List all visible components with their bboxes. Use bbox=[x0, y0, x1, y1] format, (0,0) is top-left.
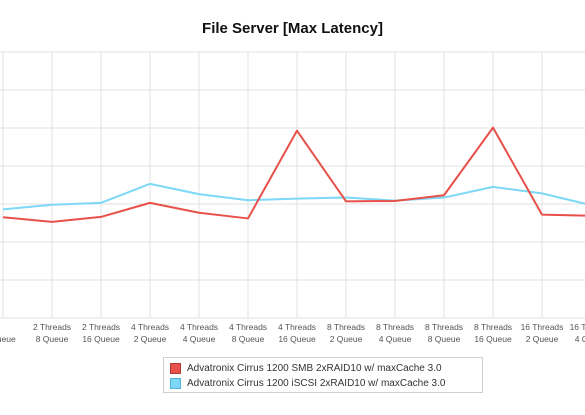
x-tick-label-line1: 8 Threads bbox=[474, 322, 512, 332]
chart-title: File Server [Max Latency] bbox=[202, 20, 383, 37]
legend: Advatronix Cirrus 1200 SMB 2xRAID10 w/ m… bbox=[163, 357, 483, 393]
x-tick-label-line1: 16 Threads bbox=[521, 322, 564, 332]
legend-label-smb: Advatronix Cirrus 1200 SMB 2xRAID10 w/ m… bbox=[187, 363, 442, 374]
x-tick-label-line2: 16 Queue bbox=[278, 334, 316, 344]
x-tick-label-line1: 2 Threads bbox=[33, 322, 71, 332]
x-tick-label-line2: 16 Queue bbox=[82, 334, 120, 344]
x-tick-label-line1: 8 Threads bbox=[327, 322, 365, 332]
x-tick-label-line2: 4 Queue bbox=[183, 334, 216, 344]
x-tick-label-line2: 4 Queue bbox=[575, 334, 585, 344]
x-tick-label-line2: 4 Queue bbox=[379, 334, 412, 344]
x-tick-label-line2: 2 Queue bbox=[526, 334, 559, 344]
x-tick-label-line1: 4 Threads bbox=[180, 322, 218, 332]
x-tick-label-line1: 4 Threads bbox=[131, 322, 169, 332]
x-tick-label-line2: Queue bbox=[0, 334, 16, 344]
x-tick-label-line2: 2 Queue bbox=[330, 334, 363, 344]
legend-item-iscsi: Advatronix Cirrus 1200 iSCSI 2xRAID10 w/… bbox=[170, 376, 476, 391]
legend-swatch-iscsi bbox=[170, 378, 181, 389]
x-tick-label-line1: 4 Threads bbox=[278, 322, 316, 332]
x-tick-label-line2: 16 Queue bbox=[474, 334, 512, 344]
x-tick-label-line2: 2 Queue bbox=[134, 334, 167, 344]
x-tick-label-line1: 16 Threads bbox=[570, 322, 585, 332]
legend-item-smb: Advatronix Cirrus 1200 SMB 2xRAID10 w/ m… bbox=[170, 361, 476, 376]
x-tick-label-line1: 2 Threads bbox=[82, 322, 120, 332]
series-line-smb bbox=[2, 126, 585, 223]
x-tick-label-line1: 4 Threads bbox=[229, 322, 267, 332]
x-tick-label-line2: 8 Queue bbox=[232, 334, 265, 344]
series-line-iscsi bbox=[2, 182, 585, 211]
legend-label-iscsi: Advatronix Cirrus 1200 iSCSI 2xRAID10 w/… bbox=[187, 378, 446, 389]
x-tick-label-line1: 8 Threads bbox=[425, 322, 463, 332]
x-tick-label-line2: 8 Queue bbox=[36, 334, 69, 344]
legend-swatch-smb bbox=[170, 363, 181, 374]
x-tick-label-line2: 8 Queue bbox=[428, 334, 461, 344]
x-tick-label-line1: 8 Threads bbox=[376, 322, 414, 332]
